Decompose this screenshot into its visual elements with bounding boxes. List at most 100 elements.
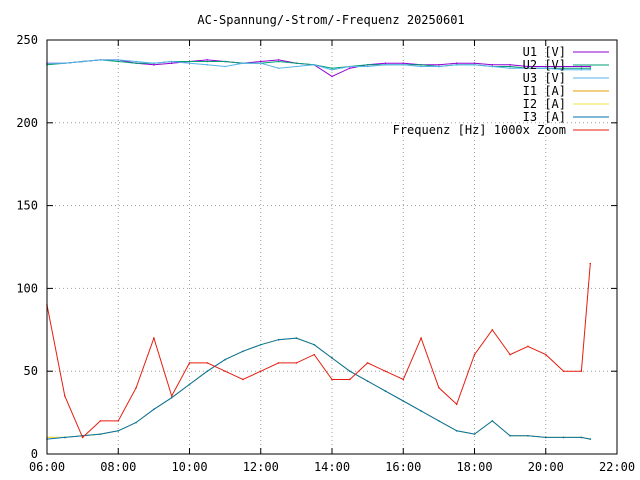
data-point (473, 62, 476, 64)
data-point (438, 386, 440, 389)
data-point (455, 64, 458, 66)
y-tick-label: 250 (16, 33, 38, 47)
data-point (384, 370, 387, 373)
data-point (99, 59, 102, 61)
data-point (224, 65, 226, 68)
data-point (99, 433, 102, 435)
data-point (491, 65, 494, 68)
data-point (259, 62, 262, 64)
x-tick-label: 20:00 (528, 460, 564, 474)
data-point (589, 262, 592, 265)
data-point (509, 434, 511, 437)
data-point (491, 64, 494, 66)
data-point (206, 370, 209, 373)
data-point (188, 362, 191, 364)
data-point (580, 69, 583, 71)
data-point (135, 386, 137, 389)
data-point (589, 67, 592, 69)
data-point (331, 357, 333, 359)
x-tick-label: 18:00 (456, 460, 492, 474)
data-point (402, 64, 405, 66)
data-point (64, 436, 66, 439)
data-point (509, 65, 511, 68)
data-point (81, 436, 84, 439)
data-point (224, 358, 226, 361)
series-layer (46, 59, 592, 440)
data-point (117, 430, 120, 432)
data-point (277, 362, 280, 364)
data-point (366, 65, 369, 68)
data-point (491, 329, 494, 331)
y-tick-label: 100 (16, 281, 38, 295)
data-point (509, 64, 511, 66)
data-point (117, 420, 120, 422)
legend-label: U2 [V] (523, 58, 566, 72)
data-point (224, 60, 226, 63)
data-point (206, 64, 209, 66)
data-point (295, 62, 298, 64)
data-point (562, 436, 565, 439)
data-point (420, 64, 422, 66)
legend-label: Frequenz [Hz] 1000x Zoom (393, 123, 566, 137)
data-point (170, 62, 173, 64)
data-point (527, 345, 529, 348)
axis-ticks: 06:00 08:00 10:00 12:00 14:00 16:00 18:00 20:00… (16, 33, 635, 474)
data-point (277, 59, 280, 61)
x-tick-label: 14:00 (314, 460, 350, 474)
data-point (349, 67, 351, 69)
data-point (349, 370, 351, 373)
data-point (64, 395, 66, 397)
data-point (99, 420, 102, 422)
data-point (438, 64, 440, 66)
data-point (153, 408, 155, 411)
data-point (589, 438, 592, 440)
data-point (455, 403, 458, 406)
data-point (589, 65, 592, 68)
data-point (153, 337, 155, 339)
data-point (473, 64, 476, 66)
x-tick-label: 10:00 (171, 460, 207, 474)
data-point (509, 67, 511, 69)
data-point (206, 60, 209, 63)
data-point (64, 62, 66, 64)
data-point (117, 59, 120, 61)
data-point (420, 337, 422, 339)
data-point (224, 370, 226, 373)
data-point (562, 69, 565, 71)
data-point (313, 343, 315, 346)
data-point (81, 60, 84, 63)
x-tick-label: 12:00 (243, 460, 279, 474)
legend-label: U3 [V] (523, 71, 566, 85)
data-point (242, 62, 244, 64)
chart-title: AC-Spannung/-Strom/-Frequenz 20250601 (197, 13, 464, 27)
data-point (259, 343, 262, 346)
legend-label: I1 [A] (523, 84, 566, 98)
data-point (580, 436, 583, 439)
data-point (384, 62, 387, 64)
data-point (402, 400, 405, 402)
data-point (455, 62, 458, 64)
data-point (527, 434, 529, 437)
data-point (438, 65, 440, 68)
data-point (562, 67, 565, 69)
data-point (562, 65, 565, 68)
data-point (206, 59, 209, 61)
y-tick-label: 200 (16, 116, 38, 130)
data-point (188, 60, 191, 63)
data-point (544, 436, 547, 439)
y-tick-label: 150 (16, 199, 38, 213)
x-tick-label: 16:00 (385, 460, 421, 474)
data-point (527, 67, 529, 69)
data-point (331, 75, 333, 78)
data-point (331, 69, 333, 71)
data-point (349, 378, 351, 381)
data-point (544, 67, 547, 69)
data-point (509, 353, 511, 356)
data-point (188, 62, 191, 64)
x-tick-label: 08:00 (100, 460, 136, 474)
data-point (473, 433, 476, 435)
data-point (366, 380, 369, 382)
data-point (277, 338, 280, 341)
data-point (117, 60, 120, 63)
data-point (170, 395, 173, 397)
